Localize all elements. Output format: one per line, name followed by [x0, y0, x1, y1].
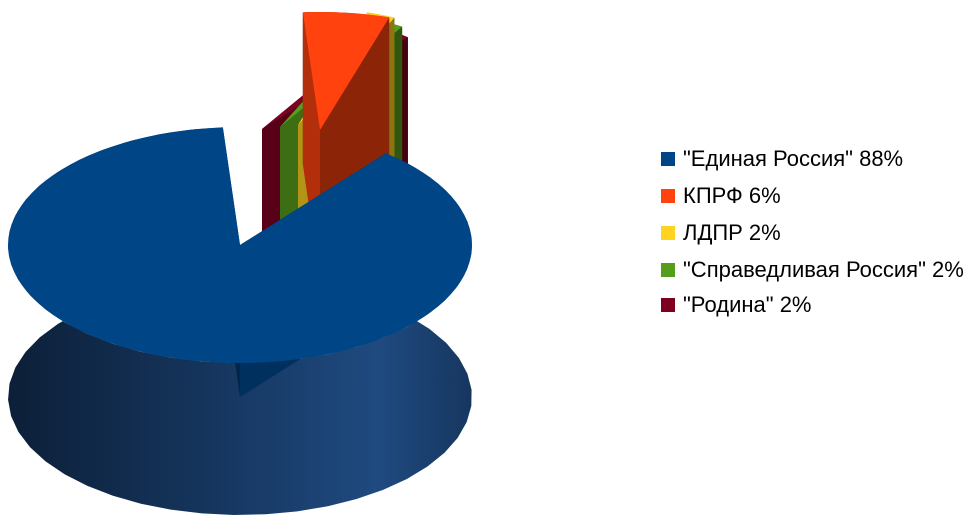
legend-label: "Родина" 2%	[683, 292, 812, 317]
chart-legend: "Единая Россия" 88% КПРФ 6% ЛДПР 2% "Спр…	[661, 146, 973, 329]
legend-label: "Единая Россия" 88%	[683, 146, 904, 171]
legend-label: ЛДПР 2%	[683, 220, 781, 245]
legend-item-kprf: КПРФ 6%	[661, 183, 973, 209]
legend-item-united-russia: "Единая Россия" 88%	[661, 146, 973, 172]
legend-label: КПРФ 6%	[683, 183, 781, 208]
legend-swatch	[661, 298, 675, 312]
legend-swatch	[661, 226, 675, 240]
legend-swatch	[661, 152, 675, 166]
legend-item-ldpr: ЛДПР 2%	[661, 220, 973, 246]
legend-label: "Справедливая Россия" 2%	[683, 257, 964, 282]
legend-item-just-russia: "Справедливая Россия" 2%	[661, 257, 973, 283]
slice-united-russia	[7, 127, 473, 515]
legend-swatch	[661, 189, 675, 203]
legend-item-rodina: "Родина" 2%	[661, 292, 973, 318]
legend-swatch	[661, 263, 675, 277]
